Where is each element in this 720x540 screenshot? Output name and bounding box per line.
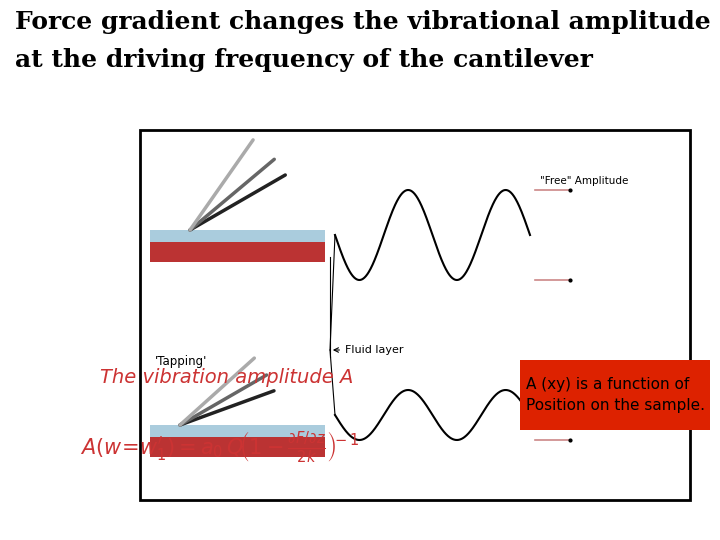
Text: 'Tapping': 'Tapping' (155, 355, 207, 368)
Text: Amplitude reduced: Amplitude reduced (540, 376, 639, 386)
Text: The vibration amplitude A: The vibration amplitude A (100, 368, 354, 387)
Text: at the driving frequency of the cantilever: at the driving frequency of the cantilev… (15, 48, 593, 72)
Bar (140, 130, 690, 500)
Bar (150, 242, 325, 262)
Text: Fluid layer: Fluid layer (334, 345, 403, 355)
Bar (150, 437, 325, 457)
Text: A (xy) is a function of
Position on the sample.: A (xy) is a function of Position on the … (526, 377, 704, 413)
Bar (150, 425, 325, 437)
Bar (520, 360, 710, 430)
Text: $A(w\!=\!w_1') = a_0\,Q\!\left(1 - \frac{\partial F/\partial z}{2k}\right)^{\!\!: $A(w\!=\!w_1') = a_0\,Q\!\left(1 - \frac… (80, 430, 360, 465)
Text: Force gradient changes the vibrational amplitude: Force gradient changes the vibrational a… (15, 10, 711, 34)
Bar (150, 230, 325, 242)
Text: "Free" Amplitude: "Free" Amplitude (540, 176, 629, 186)
